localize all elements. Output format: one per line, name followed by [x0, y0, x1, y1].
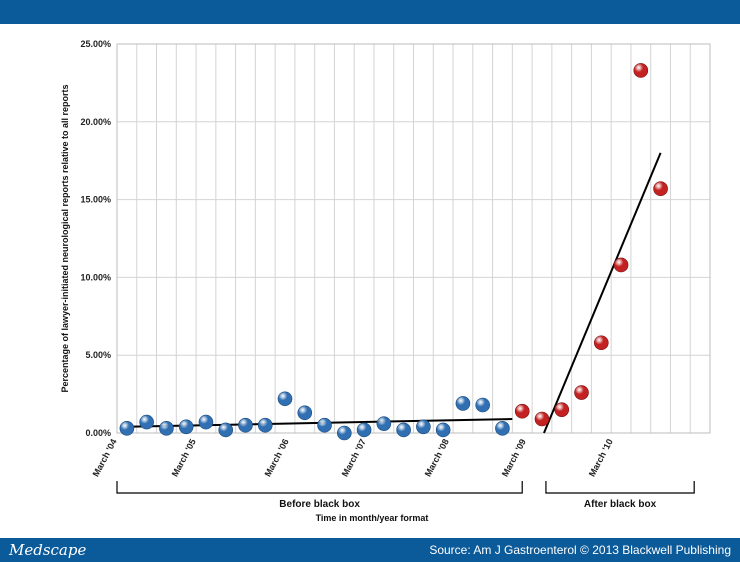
data-point-after — [574, 385, 589, 400]
source-credit: Source: Am J Gastroenterol © 2013 Blackw… — [429, 543, 731, 557]
data-point-before — [495, 421, 510, 436]
data-point-before — [159, 421, 174, 436]
data-point-after — [534, 411, 550, 427]
x-axis-title: Time in month/year format — [316, 513, 429, 523]
data-point-before — [297, 405, 313, 421]
y-tick-label: 5.00% — [85, 350, 111, 360]
x-tick-label: March '06 — [263, 437, 291, 478]
data-point-before — [277, 391, 293, 407]
y-tick-label: 10.00% — [80, 272, 111, 282]
data-point-before — [455, 396, 471, 411]
data-point-after — [633, 63, 649, 78]
x-tick-label: March '04 — [91, 437, 119, 478]
data-point-before — [337, 425, 352, 441]
data-point-before — [238, 417, 253, 433]
data-point-before — [376, 416, 392, 431]
top-banner — [0, 0, 740, 24]
data-point-before — [317, 417, 332, 433]
data-point-before — [396, 422, 411, 438]
data-point-before — [356, 422, 372, 438]
grid — [116, 43, 711, 434]
data-point-before — [435, 422, 451, 438]
data-point-before — [475, 397, 490, 413]
y-tick-label: 0.00% — [85, 428, 111, 438]
data-points — [119, 63, 668, 441]
y-tick-label: 20.00% — [80, 117, 111, 127]
data-point-after — [514, 403, 530, 419]
data-point-after — [593, 335, 609, 351]
data-point-after — [554, 402, 570, 417]
x-tick-label: March '05 — [170, 437, 198, 478]
y-axis-title: Percentage of lawyer-initiated neurologi… — [60, 84, 70, 392]
y-tick-label: 25.00% — [80, 39, 111, 49]
tick-labels: 0.00% 5.00% 10.00% 15.00% 20.00% 25.00% March … — [80, 39, 614, 478]
data-point-after — [653, 181, 668, 197]
axes — [116, 43, 711, 434]
x-tick-label: March '09 — [500, 437, 528, 478]
footer-bar: Medscape Source: Am J Gastroenterol © 20… — [0, 538, 740, 562]
plot-frame — [116, 43, 711, 434]
medscape-logo: Medscape — [9, 541, 87, 559]
period-label: Before black box — [279, 499, 360, 510]
period-label: After black box — [584, 499, 657, 510]
trendline-after — [543, 152, 662, 434]
data-point-before — [198, 414, 214, 430]
x-tick-label: March '10 — [587, 437, 615, 478]
period-brackets: Before black box After black box — [116, 481, 695, 510]
period-bracket — [116, 481, 523, 494]
data-point-after — [613, 257, 629, 273]
y-tick-label: 15.00% — [80, 195, 111, 205]
data-point-before — [218, 422, 234, 438]
data-point-before — [257, 417, 273, 433]
data-point-before — [139, 414, 154, 430]
data-point-before — [119, 421, 135, 436]
period-bracket — [545, 481, 695, 494]
x-tick-label: March '07 — [340, 437, 368, 478]
data-point-before — [178, 419, 194, 435]
scatter-chart: 0.00% 5.00% 10.00% 15.00% 20.00% 25.00% March … — [60, 39, 711, 523]
data-point-before — [416, 419, 431, 435]
x-tick-label: March '08 — [423, 437, 451, 478]
